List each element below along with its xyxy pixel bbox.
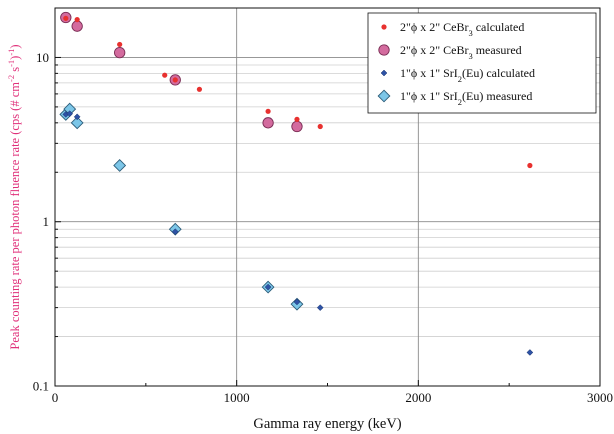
legend-label-subscript: 3 [468, 51, 472, 61]
legend-label-subscript: 2 [458, 74, 462, 84]
data-point [66, 110, 74, 117]
data-point [171, 228, 179, 236]
legend-label-text: (Eu) calculated [462, 66, 535, 80]
legend-label-text: (Eu) measured [462, 89, 532, 103]
legend-marker [381, 24, 387, 30]
y-axis-label-text: s [8, 67, 22, 75]
data-point [294, 116, 300, 122]
legend-label: 2"ϕ x 2" CeBr3 measured [400, 43, 522, 61]
data-point [74, 16, 80, 23]
data-point [172, 77, 178, 83]
x-tick-label: 0 [52, 390, 59, 405]
marks-layer [59, 11, 534, 356]
y-axis-label: Peak counting rate per photon fluence ra… [6, 44, 22, 349]
y-axis-label-superscript: -1 [6, 49, 16, 56]
data-point [317, 123, 323, 130]
data-point [113, 159, 127, 172]
data-point [63, 15, 69, 21]
legend-marker [380, 69, 388, 77]
x-tick-label: 1000 [224, 390, 250, 405]
legend-label-text: measured [473, 43, 522, 57]
data-point [70, 116, 84, 130]
data-point [117, 41, 123, 48]
data-point [162, 72, 168, 78]
x-tick-label: 3000 [587, 390, 613, 405]
legend-label-text: 1"ϕ x 1" SrI [400, 66, 458, 80]
y-tick-label: 10 [36, 50, 49, 65]
data-point [291, 120, 303, 133]
y-axis-label-superscript: -1 [6, 60, 16, 67]
legend-label-text: 2"ϕ x 2" CeBr [400, 20, 468, 34]
data-point [196, 86, 203, 92]
x-axis-label: Gamma ray energy (keV) [253, 416, 401, 432]
data-point [262, 117, 274, 129]
y-axis-label-superscript: -2 [6, 75, 16, 82]
data-point [73, 113, 81, 121]
y-axis-label-text: Peak counting rate per photon fluence ra… [8, 82, 22, 350]
data-point [114, 46, 126, 59]
data-point [316, 304, 324, 311]
y-axis-label-text: ) [8, 56, 22, 60]
legend-label-text: 2"ϕ x 2" CeBr [400, 43, 468, 57]
data-point [526, 349, 534, 356]
data-point [265, 108, 271, 114]
legend-label-text: calculated [473, 20, 525, 34]
data-point [264, 283, 272, 291]
data-point [527, 162, 533, 169]
legend-marker [378, 44, 390, 56]
legend-label: 1"ϕ x 1" SrI2(Eu) calculated [400, 66, 535, 84]
x-tick-label: 2000 [405, 390, 431, 405]
legend-label: 1"ϕ x 1" SrI2(Eu) measured [400, 89, 532, 107]
y-tick-label: 1 [43, 214, 50, 229]
y-axis-label-text: ) [8, 44, 22, 48]
data-point [293, 298, 301, 306]
legend-label-subscript: 3 [468, 28, 472, 38]
legend-box [367, 12, 597, 114]
legend-label: 2"ϕ x 2" CeBr3 calculated [400, 20, 524, 38]
y-tick-label: 0.1 [33, 379, 49, 394]
legend-label-subscript: 2 [458, 97, 462, 107]
legend-marker [377, 89, 391, 103]
legend-label-text: 1"ϕ x 1" SrI [400, 89, 458, 103]
axes-layer: 0 1000 2000 3000 0.1 1 10 Gamma ray energy (keV… [6, 7, 613, 432]
data-point [71, 20, 83, 32]
